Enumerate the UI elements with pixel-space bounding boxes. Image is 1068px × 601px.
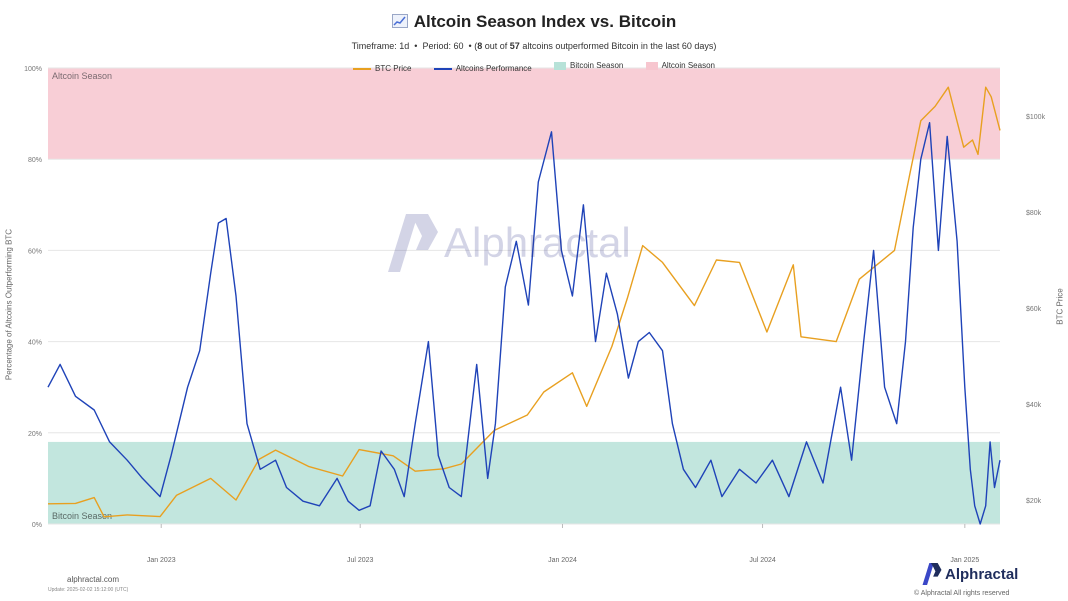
site-link[interactable]: alphractal.com [67,575,120,584]
right-tick-label: $100k [1026,114,1046,121]
x-tick-label: Jul 2024 [749,557,776,564]
altcoin-total: 57 [509,41,520,51]
left-tick-label: 100% [24,66,42,73]
bullet: • [411,41,420,51]
altcoin-season-band [48,68,1000,160]
brand: Alphractal [922,563,1018,585]
period-value: 60 [453,41,464,51]
right-tick-label: $60k [1026,306,1042,313]
legend-item-altcoin-season[interactable]: Altcoin Season [645,61,715,70]
outperform-count: 8 [477,41,483,51]
legend-label: Bitcoin Season [569,61,624,70]
chart-subtitle: Timeframe: 1d • Period: 60 • (8 out of 5… [351,41,717,51]
right-tick-label: $20k [1026,498,1042,505]
x-tick-label: Jan 2025 [950,557,979,564]
left-tick-label: 60% [28,248,42,255]
x-tick-label: Jan 2023 [147,557,176,564]
copyright: © Alphractal All rights reserved [914,590,1010,597]
timeframe-value: 1d [399,41,410,51]
chart-icon [391,14,408,28]
x-tick-label: Jul 2023 [347,557,374,564]
right-axis-label: BTC Price [1055,288,1065,325]
left-axis-label: Percentage of Altcoins Outperforming BTC [4,228,14,381]
right-tick-label: $40k [1026,402,1042,409]
watermark-text: Alphractal [444,219,631,266]
watermark: Alphractal [388,214,631,272]
subtitle-tail: altcoins outperformed Bitcoin in the las… [522,41,717,51]
out-of-text: out of [484,41,508,51]
right-tick-label: $80k [1026,210,1042,217]
period-label: Period: [422,41,451,51]
left-tick-label: 0% [32,522,42,529]
title-text: Altcoin Season Index vs. Bitcoin [413,12,677,31]
legend-item-altcoins-performance[interactable]: Altcoins Performance [433,64,532,73]
x-tick-label: Jan 2024 [548,557,577,564]
legend-item-bitcoin-season[interactable]: Bitcoin Season [553,61,624,70]
legend-item-btc-price[interactable]: BTC Price [353,64,411,73]
bullet: • [466,41,475,51]
left-tick-label: 40% [28,340,42,347]
legend-label: Altcoins Performance [455,64,532,73]
left-tick-label: 80% [28,157,42,164]
alphractal-logo-icon [388,214,438,272]
legend: BTC Price Altcoins Performance Bitcoin S… [0,61,1068,73]
timeframe-label: Timeframe: [351,41,397,51]
altcoins-performance-line [47,121,1001,525]
left-tick-label: 20% [28,431,42,438]
page-title: Altcoin Season Index vs. Bitcoin [0,12,1068,32]
legend-label: BTC Price [375,64,412,73]
legend-label: Altcoin Season [661,61,715,70]
brand-name: Alphractal [945,565,1019,583]
altcoin-season-label: Altcoin Season [52,71,112,81]
alphractal-logo-icon [922,563,942,585]
btc-price-line [47,86,1001,518]
bitcoin-season-label: Bitcoin Season [52,511,112,521]
update-timestamp: Update: 2025-02-02 15:12:00 (UTC) [48,587,129,593]
bitcoin-season-band [48,441,1000,524]
